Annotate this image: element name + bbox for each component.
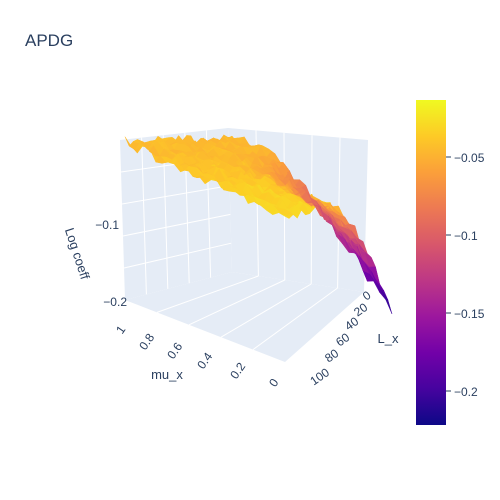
y-tick-label: 1 bbox=[113, 323, 128, 337]
y-tick-label: 0.4 bbox=[194, 350, 215, 372]
surface-cell bbox=[375, 281, 387, 300]
floor-pane bbox=[125, 272, 364, 362]
y-tick-label: 0.2 bbox=[227, 360, 248, 382]
z-tick-label: −0.1 bbox=[95, 218, 119, 232]
gridline bbox=[188, 279, 286, 326]
y-tick-label: 0.6 bbox=[164, 340, 185, 362]
colorbar-tick-label: −0.15 bbox=[454, 307, 485, 321]
chart-title: APDG bbox=[25, 31, 73, 50]
colorbar-tick-label: −0.2 bbox=[454, 385, 478, 399]
z-axis-ticks: −0.1 −0.2 bbox=[95, 218, 127, 309]
gridline bbox=[252, 287, 338, 351]
colorbar: −0.05 −0.1 −0.15 −0.2 bbox=[416, 100, 485, 425]
gridline bbox=[122, 213, 231, 237]
gridline bbox=[121, 185, 230, 205]
colorbar-tick-label: −0.05 bbox=[454, 151, 485, 165]
colorbar-gradient bbox=[416, 100, 446, 425]
gridline bbox=[123, 242, 232, 269]
z-tick-label: −0.2 bbox=[103, 295, 127, 309]
z-axis-title: Log coeff bbox=[62, 226, 93, 282]
surface-cell bbox=[381, 290, 393, 315]
x-tick-label: 80 bbox=[322, 346, 341, 365]
x-tick-label: 100 bbox=[307, 365, 332, 388]
gridline bbox=[220, 283, 312, 338]
colorbar-tick-label: −0.1 bbox=[454, 229, 478, 243]
x-axis-title: L_x bbox=[378, 331, 399, 346]
gridline bbox=[156, 275, 259, 313]
y-tick-label: 0.8 bbox=[136, 331, 157, 353]
gridline bbox=[141, 137, 147, 295]
surface bbox=[124, 134, 393, 315]
y-axis-title: mu_x bbox=[151, 367, 183, 382]
y-tick-label: 0 bbox=[266, 376, 281, 390]
